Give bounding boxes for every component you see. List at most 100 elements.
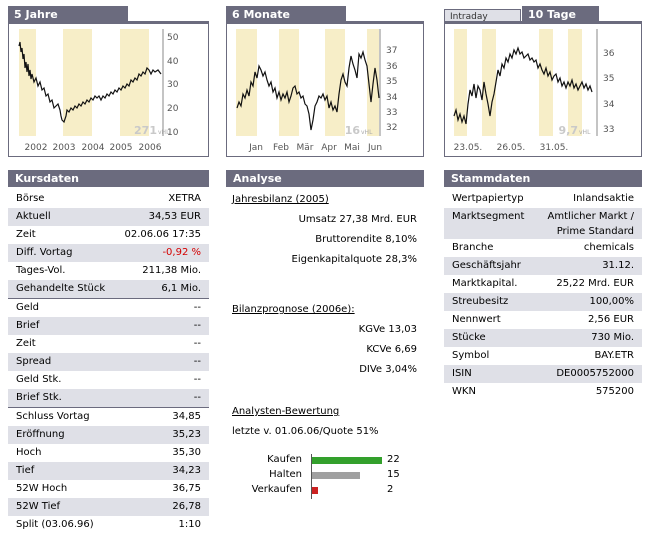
stammdaten-value: Inlandsaktie — [573, 193, 634, 204]
kursdaten-row: Hoch 35,30 — [8, 444, 209, 462]
x-tick: Apr — [321, 143, 337, 153]
stammdaten-header: Stammdaten — [444, 170, 642, 187]
x-tick: 23.05. — [454, 143, 483, 153]
rating-bar — [312, 487, 318, 494]
band — [279, 29, 299, 136]
y-tick: 36 — [386, 62, 398, 72]
prognose-line: KGVe 13,03 — [358, 324, 417, 335]
kursdaten-label: Split (03.06.96) — [16, 519, 94, 530]
prognose-line: KCVe 6,69 — [366, 344, 417, 355]
kursdaten-row: 52W Tief 26,78 — [8, 498, 209, 516]
kursdaten-label: Brief Stk. — [16, 392, 62, 403]
stammdaten-label: Nennwert — [452, 314, 501, 325]
stammdaten-value: Amtlicher Markt / Prime Standard — [547, 211, 634, 237]
kursdaten-value: -- — [193, 338, 201, 349]
prognose-section: Bilanzprognose (2006e): KGVe 13,03 KCVe … — [232, 304, 417, 375]
kursdaten-value: 211,38 Mio. — [142, 265, 201, 276]
kursdaten-label: Tages-Vol. — [16, 265, 66, 276]
kursdaten-row: Tief 34,23 — [8, 462, 209, 480]
kursdaten-label: Diff. Vortag — [16, 247, 73, 258]
jahresbilanz-section: Jahresbilanz (2005) Umsatz 27,38 Mrd. EU… — [232, 194, 417, 265]
kursdaten-row: Brief Stk. -- — [8, 389, 209, 407]
stammdaten-value: 31.12. — [602, 260, 634, 271]
chart-10-tage[interactable]: 9,7 vHL 36 35 34 33 23.05. 26.05. 31.05. — [444, 23, 642, 157]
band — [236, 29, 257, 136]
y-tick: 33 — [386, 108, 397, 118]
watermark-sub: vHL — [579, 129, 591, 136]
band — [120, 29, 149, 136]
kursdaten-row: Geld Stk. -- — [8, 371, 209, 389]
rating-value: 15 — [387, 469, 400, 480]
kursdaten-row: Schluss Vortag 34,85 — [8, 408, 209, 426]
tab-5-jahre[interactable]: 5 Jahre — [8, 6, 128, 23]
kursdaten-label: 52W Hoch — [16, 483, 68, 494]
tab-10-tage-label: 10 Tage — [528, 8, 576, 21]
tab-5-jahre-label: 5 Jahre — [14, 8, 58, 21]
band — [568, 29, 582, 136]
bewertung-subtitle: letzte v. 01.06.06/Quote 51% — [232, 426, 379, 437]
stammdaten-label: Symbol — [452, 350, 490, 361]
row-separator — [8, 298, 209, 299]
kursdaten-label: Brief — [16, 320, 40, 331]
kursdaten-value: -- — [193, 302, 201, 313]
stammdaten-value: BAY.ETR — [594, 350, 634, 361]
x-tick: 2005 — [110, 143, 133, 153]
x-tick: 26.05. — [497, 143, 526, 153]
chart-6-monate[interactable]: 16 vHL 37 36 35 34 33 32 Jan Feb Mär Apr… — [226, 23, 424, 157]
band — [454, 29, 467, 136]
stammdaten-row: Geschäftsjahr 31.12. — [444, 257, 642, 275]
x-tick-labels: Jan Feb Mär Apr Mai Jun — [248, 143, 382, 153]
stammdaten-label: Wertpapiertyp — [452, 193, 524, 204]
y-tick: 35 — [603, 74, 614, 84]
rating-bar — [312, 457, 382, 464]
price-line — [18, 41, 162, 124]
stammdaten-table: Wertpapiertyp Inlandsaktie Marktsegment Amt… — [444, 190, 642, 401]
chart-10-tage-svg: 9,7 vHL 36 35 34 33 23.05. 26.05. 31.05. — [453, 29, 615, 153]
rating-value: 2 — [387, 484, 394, 495]
kursdaten-value: -- — [193, 356, 201, 367]
stammdaten-value: 730 Mio. — [591, 332, 634, 343]
y-tick: 33 — [603, 125, 614, 135]
stammdaten-row: Streubesitz 100,00% — [444, 293, 642, 311]
stammdaten-label: Marktkapital. — [452, 278, 518, 289]
band — [482, 29, 496, 136]
band — [325, 29, 345, 136]
x-tick: Mai — [344, 143, 360, 153]
watermark-sub: vHL — [158, 129, 170, 136]
chart-5-jahre-svg: 271 vHL 50 40 30 20 10 2002 2003 2004 20… — [18, 29, 179, 153]
y-tick: 37 — [386, 46, 397, 56]
kursdaten-label: Tief — [16, 465, 35, 476]
x-tick: Feb — [273, 143, 289, 153]
stammdaten-row: ISIN DE0005752000 — [444, 365, 642, 383]
chart-5-jahre[interactable]: 271 vHL 50 40 30 20 10 2002 2003 2004 20… — [8, 23, 209, 157]
x-tick: 2002 — [25, 143, 48, 153]
kursdaten-row: Split (03.06.96) 1:10 — [8, 516, 209, 534]
prognose-title[interactable]: Bilanzprognose (2006e): — [232, 304, 355, 315]
analyse-header: Analyse — [226, 170, 424, 187]
kursdaten-label: Geld — [16, 302, 40, 313]
analyse-title: Analyse — [233, 172, 282, 185]
y-tick: 35 — [386, 77, 397, 87]
price-line — [236, 49, 380, 131]
stammdaten-value: DE0005752000 — [556, 368, 634, 379]
stammdaten-label: ISIN — [452, 368, 472, 379]
tab-intraday-label: Intraday — [450, 12, 488, 22]
kursdaten-row: Zeit 02.06.06 17:35 — [8, 226, 209, 244]
kursdaten-value: 34,85 — [172, 411, 201, 422]
rating-label: Halten — [269, 469, 302, 480]
stammdaten-value: 25,22 Mrd. EUR — [556, 278, 634, 289]
prognose-line: DIVe 3,04% — [359, 364, 417, 375]
tab-10-tage[interactable]: 10 Tage — [522, 6, 599, 23]
jahresbilanz-title[interactable]: Jahresbilanz (2005) — [232, 194, 329, 205]
stammdaten-row: Stücke 730 Mio. — [444, 329, 642, 347]
rating-bar — [312, 472, 360, 479]
kursdaten-value: 34,23 — [172, 465, 201, 476]
kursdaten-value: 36,75 — [172, 483, 201, 494]
tab-intraday[interactable]: Intraday — [444, 9, 521, 23]
watermark-sub: vHL — [361, 129, 373, 136]
kursdaten-label: Zeit — [16, 338, 36, 349]
bewertung-title[interactable]: Analysten-Bewertung — [232, 406, 340, 417]
y-tick: 34 — [603, 100, 615, 110]
tab-6-monate[interactable]: 6 Monate — [226, 6, 346, 23]
stammdaten-label: Marktsegment — [452, 211, 525, 222]
